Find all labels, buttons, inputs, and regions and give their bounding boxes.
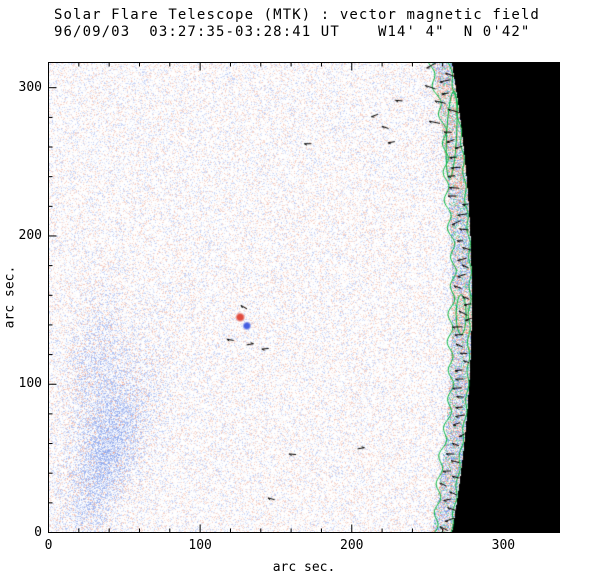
- x-tick-label: 100: [188, 538, 212, 553]
- x-tick-label: 200: [340, 538, 364, 553]
- y-tick-label: 300: [18, 79, 42, 95]
- magnetogram-canvas: [48, 62, 560, 533]
- y-tick-label: 0: [34, 524, 42, 540]
- figure-subtitle: 96/09/03 03:27:35-03:28:41 UT W14' 4" N …: [54, 24, 531, 40]
- x-tick-label: 0: [44, 538, 53, 553]
- x-tick-label: 300: [491, 538, 516, 553]
- y-tick-label: 200: [18, 227, 42, 243]
- y-tick-label: 100: [18, 376, 42, 392]
- figure-title: Solar Flare Telescope (MTK) : vector mag…: [54, 7, 540, 23]
- y-axis-label: arc sec.: [2, 265, 18, 329]
- x-axis-label: arc sec.: [272, 560, 336, 575]
